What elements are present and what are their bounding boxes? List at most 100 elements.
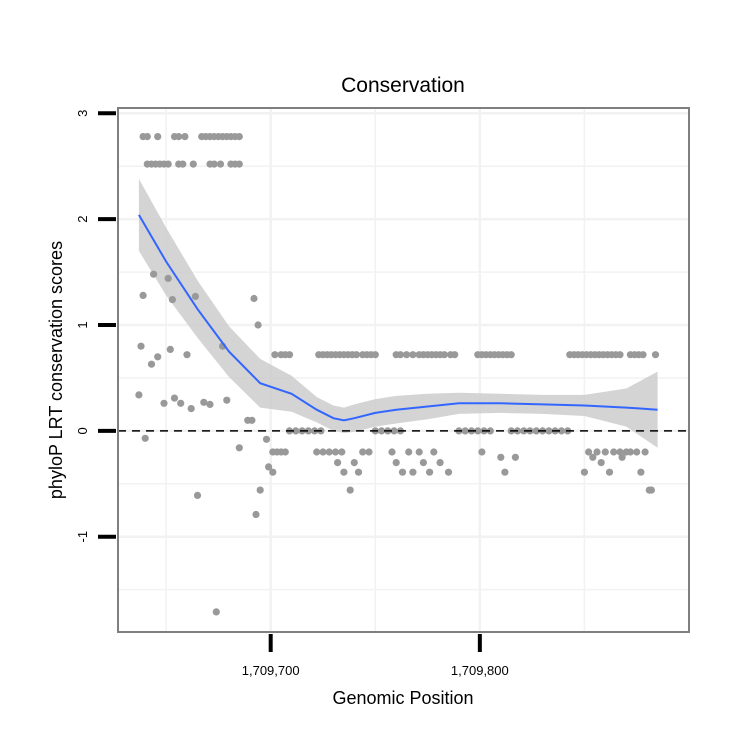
data-point: [281, 448, 289, 456]
data-point: [200, 398, 208, 406]
data-point: [390, 427, 398, 435]
data-point: [235, 160, 243, 168]
data-point: [415, 448, 423, 456]
x-axis-ticks: 1,709,700 1,709,800: [242, 634, 509, 678]
data-point: [419, 459, 427, 467]
data-point: [354, 468, 363, 476]
data-point: [616, 351, 624, 359]
data-point: [430, 448, 438, 456]
data-point: [601, 448, 609, 456]
data-point: [403, 351, 411, 359]
data-point: [597, 459, 605, 467]
data-point: [164, 274, 172, 282]
data-point: [478, 448, 486, 456]
data-point: [637, 468, 645, 476]
y-axis-ticks: 3 2 1 0 -1: [75, 110, 116, 543]
data-point: [166, 345, 174, 353]
data-point: [248, 416, 256, 424]
data-point: [154, 353, 162, 361]
y-tick-label: 3: [75, 110, 90, 117]
data-point: [444, 468, 453, 476]
data-point: [626, 448, 635, 456]
y-tick-label: -1: [75, 531, 90, 543]
data-point: [557, 427, 566, 435]
data-point: [206, 400, 214, 408]
data-point: [175, 133, 183, 141]
data-points: [135, 133, 660, 616]
data-point: [605, 468, 614, 476]
data-point: [520, 427, 528, 435]
data-point: [265, 463, 273, 471]
y-tick-label: 1: [75, 321, 90, 328]
data-point: [143, 133, 151, 141]
data-point: [641, 448, 649, 456]
data-point: [497, 453, 505, 461]
data-point: [304, 427, 312, 435]
data-point: [409, 468, 417, 476]
data-point: [325, 448, 333, 456]
data-point: [392, 459, 400, 467]
data-point: [585, 448, 593, 456]
data-point: [179, 160, 187, 168]
data-point: [147, 360, 156, 368]
data-point: [212, 608, 220, 616]
data-point: [254, 321, 262, 329]
data-point: [507, 351, 515, 359]
data-point: [150, 270, 158, 278]
data-point: [593, 448, 601, 456]
data-point: [618, 453, 626, 461]
data-point: [633, 448, 641, 456]
y-axis-label: phyloP LRT conservation scores: [46, 241, 66, 499]
data-point: [189, 160, 197, 168]
data-point: [436, 459, 444, 467]
data-point: [135, 391, 143, 399]
data-point: [164, 160, 172, 168]
data-point: [250, 294, 258, 303]
data-point: [639, 351, 647, 359]
data-point: [331, 448, 340, 456]
data-point: [647, 486, 656, 494]
data-point: [216, 160, 225, 168]
data-point: [396, 351, 404, 359]
data-point: [181, 133, 189, 141]
data-point: [350, 459, 358, 467]
data-point: [139, 291, 147, 299]
data-point: [580, 468, 589, 476]
data-point: [170, 394, 179, 402]
data-point: [177, 399, 185, 407]
data-point: [409, 351, 417, 359]
data-point: [511, 453, 519, 461]
data-point: [365, 448, 373, 456]
chart-title: Conservation: [341, 74, 465, 97]
data-point: [193, 491, 202, 499]
data-point: [398, 468, 407, 476]
data-point: [137, 342, 145, 350]
data-point: [340, 468, 348, 476]
smooth-line: [138, 214, 658, 422]
data-point: [440, 351, 448, 359]
data-point: [262, 435, 271, 443]
data-point: [210, 160, 218, 168]
data-point: [334, 459, 342, 467]
data-point: [486, 427, 494, 435]
data-point: [313, 448, 321, 456]
data-point: [474, 427, 482, 435]
data-point: [338, 448, 346, 456]
x-tick-label: 1,709,800: [451, 663, 509, 678]
data-point: [183, 351, 191, 359]
data-point: [160, 399, 168, 407]
data-point: [451, 351, 459, 359]
data-point: [532, 427, 540, 435]
data-point: [651, 351, 660, 359]
y-tick-label: 2: [75, 216, 90, 223]
data-point: [405, 448, 413, 456]
data-point: [223, 396, 231, 404]
data-point: [371, 351, 379, 359]
data-point: [352, 351, 360, 359]
data-point: [545, 427, 553, 435]
data-point: [292, 427, 300, 435]
data-point: [235, 444, 243, 452]
y-tick-label: 0: [75, 427, 90, 434]
data-point: [235, 133, 243, 141]
data-point: [359, 448, 367, 456]
